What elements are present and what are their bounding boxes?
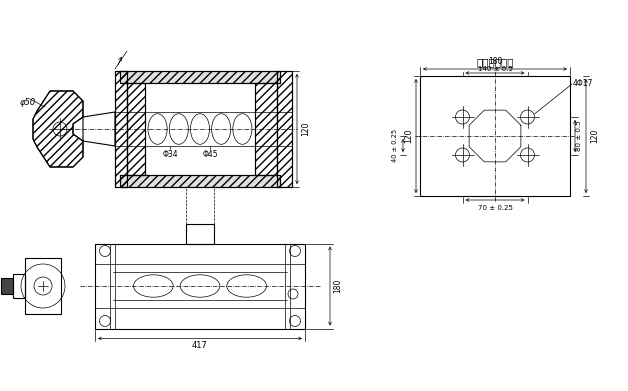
Bar: [420, 76, 570, 196]
Text: 120: 120: [404, 129, 413, 143]
Bar: [115, 71, 127, 187]
Text: 70 ± 0.25: 70 ± 0.25: [477, 205, 512, 211]
Bar: [1, 278, 13, 294]
Text: 80 ± 0.5: 80 ± 0.5: [576, 121, 582, 151]
Bar: [120, 175, 280, 187]
Bar: [277, 71, 292, 187]
Text: 4Φ17: 4Φ17: [573, 79, 593, 88]
Text: φ50: φ50: [20, 98, 36, 107]
Bar: [127, 83, 145, 175]
Text: 140 ± 0.5: 140 ± 0.5: [477, 66, 512, 72]
Bar: [186, 224, 214, 244]
Text: 120: 120: [301, 122, 310, 136]
Bar: [115, 71, 127, 187]
Bar: [255, 83, 277, 175]
Bar: [13, 274, 25, 298]
Bar: [255, 83, 277, 175]
Text: 40 ± 0.25: 40 ± 0.25: [392, 129, 398, 162]
Text: 导壳安装尺寸: 导壳安装尺寸: [476, 57, 514, 67]
Text: Φ45: Φ45: [202, 150, 218, 159]
Text: Φ34: Φ34: [162, 150, 178, 159]
Text: 180: 180: [333, 279, 342, 293]
Text: 417: 417: [192, 341, 208, 350]
Text: 180: 180: [488, 57, 502, 66]
Text: 120: 120: [590, 129, 599, 143]
Bar: [120, 71, 280, 83]
Bar: [277, 71, 292, 187]
Bar: [95, 244, 305, 328]
Bar: [25, 258, 61, 314]
Bar: [127, 83, 145, 175]
Bar: [120, 175, 280, 187]
Bar: [120, 71, 280, 83]
